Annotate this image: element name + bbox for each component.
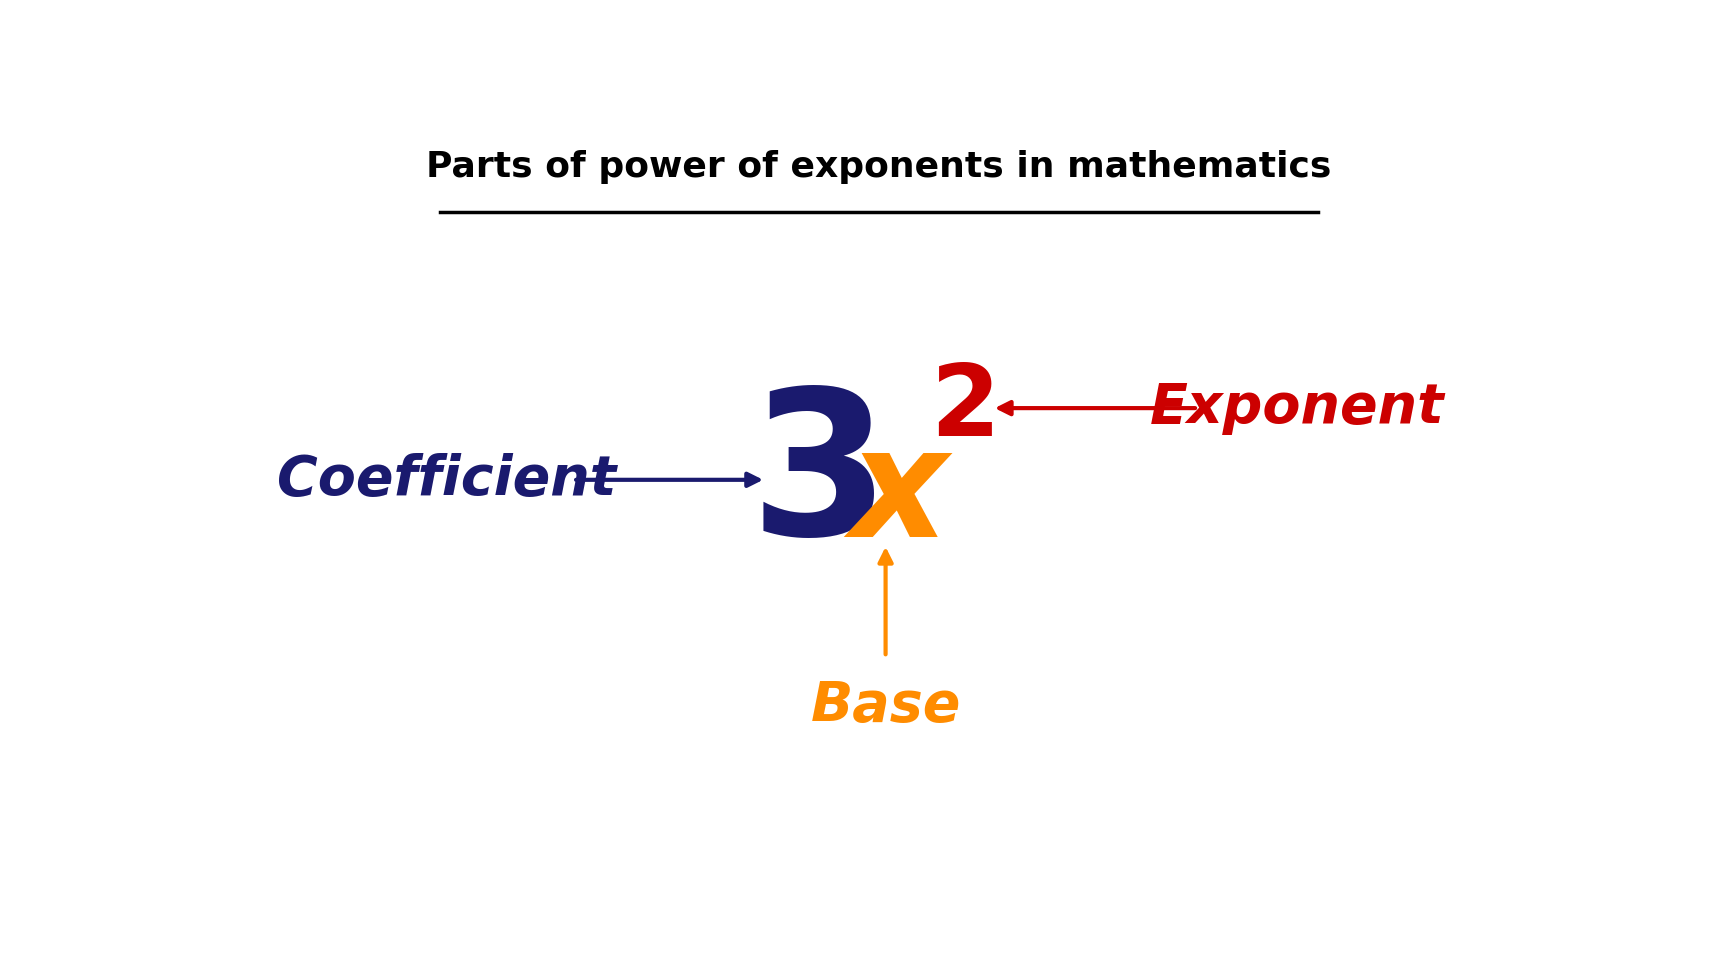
Text: Parts of power of exponents in mathematics: Parts of power of exponents in mathemati…: [427, 150, 1330, 183]
Text: 3: 3: [749, 382, 888, 577]
Text: Exponent: Exponent: [1150, 381, 1445, 435]
Text: Base: Base: [811, 679, 960, 733]
Text: x: x: [848, 420, 948, 569]
Text: 2: 2: [931, 360, 999, 457]
Text: Coefficient: Coefficient: [278, 453, 617, 507]
